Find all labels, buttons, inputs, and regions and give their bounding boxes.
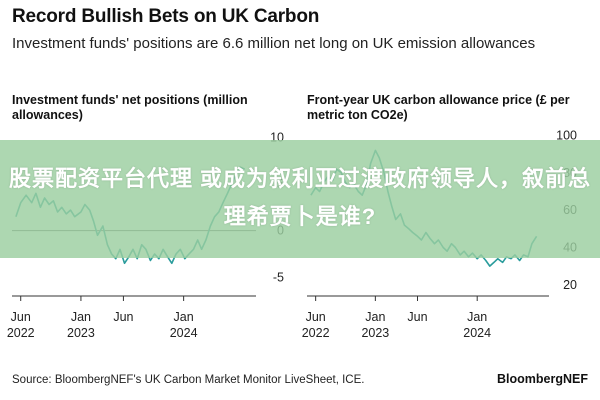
positions-y-tick-label: -5 (273, 270, 284, 284)
price-x-tick-year-label: 2024 (463, 326, 491, 340)
price-y-tick-label: 100 (556, 128, 577, 142)
price-x-tick-label: Jan (365, 310, 385, 324)
positions-x-tick-year-label: 2022 (7, 326, 35, 340)
price-x-tick-label: Jun (306, 310, 326, 324)
positions-x-tick-label: Jun (113, 310, 133, 324)
price-x-tick-year-label: 2023 (361, 326, 389, 340)
positions-chart-title: Investment funds' net positions (million… (12, 93, 248, 122)
price-x-tick-label: Jun (407, 310, 427, 324)
positions-x-tick-label: Jun (11, 310, 31, 324)
brand-logo: BloombergNEF (497, 372, 588, 386)
positions-x-tick-year-label: 2024 (170, 326, 198, 340)
price-x-tick-label: Jan (467, 310, 487, 324)
price-x-tick-year-label: 2022 (302, 326, 330, 340)
overlay-banner (0, 140, 600, 258)
positions-x-tick-label: Jan (71, 310, 91, 324)
positions-x-tick-label: Jan (174, 310, 194, 324)
price-y-tick-label: 20 (563, 278, 577, 292)
page-title: Record Bullish Bets on UK Carbon (12, 6, 320, 27)
source-note: Source: BloombergNEF's UK Carbon Market … (12, 374, 365, 386)
overlay-banner-text: 股票配资平台代理 或成为叙利亚过渡政府领导人，叙前总理希贾卜是谁? (8, 166, 592, 229)
page-subtitle: Investment funds' positions are 6.6 mill… (12, 35, 536, 52)
price-chart-title: Front-year UK carbon allowance price (£ … (307, 93, 570, 122)
positions-x-tick-year-label: 2023 (67, 326, 95, 340)
